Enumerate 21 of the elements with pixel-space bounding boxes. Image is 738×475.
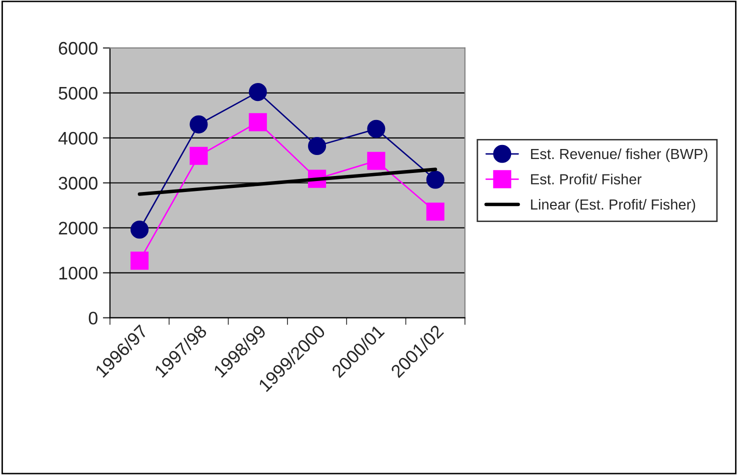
point — [130, 252, 149, 270]
point — [367, 120, 386, 138]
point — [130, 220, 149, 239]
y-tick-label: 5000 — [58, 86, 98, 100]
point — [248, 113, 267, 132]
y-tick-label: 4000 — [58, 132, 98, 145]
y-tick-label: 0 — [88, 312, 98, 324]
point — [426, 202, 444, 221]
point — [248, 83, 267, 102]
point — [190, 115, 208, 134]
legend-label: Linear (Est. Profit/ Fisher) — [531, 198, 696, 213]
point — [367, 152, 386, 170]
point — [426, 170, 444, 189]
y-tick-label: 1000 — [59, 266, 98, 280]
y-tick-label: 2000 — [58, 222, 98, 235]
y-tick-label: 6000 — [58, 42, 98, 55]
legend-label: Est. Revenue/ fisher (BWP) — [531, 148, 708, 162]
point — [308, 136, 326, 156]
point — [190, 146, 208, 165]
y-tick-label: 3000 — [58, 176, 98, 190]
legend-label: Est. Profit/ Fisher — [531, 174, 642, 184]
